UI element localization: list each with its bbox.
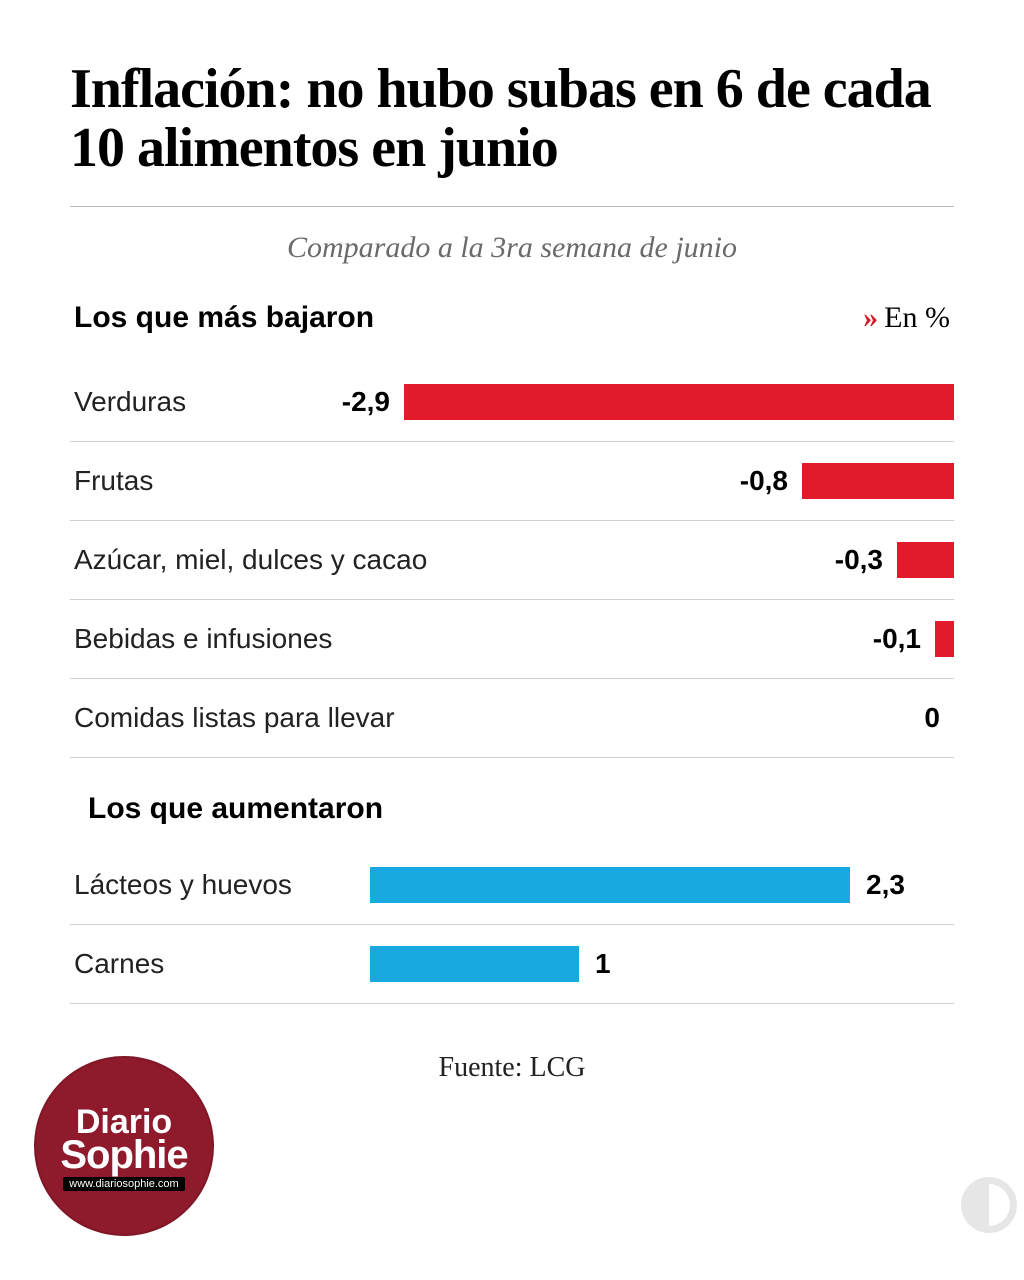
badge-line2: Sophie	[60, 1137, 187, 1173]
row-label: Comidas listas para llevar	[74, 702, 395, 734]
row-label: Carnes	[74, 948, 164, 980]
publisher-badge: Diario Sophie www.diariosophie.com	[34, 1056, 214, 1236]
bar	[897, 542, 954, 578]
row-value: -2,9	[342, 386, 390, 418]
table-row: Comidas listas para llevar 0	[70, 679, 954, 758]
bar	[370, 946, 579, 982]
divider	[70, 206, 954, 207]
table-row: Carnes 1	[70, 925, 954, 1004]
row-value: 1	[595, 948, 611, 980]
source-text: Fuente: LCG	[70, 1052, 954, 1084]
bar	[370, 867, 850, 903]
table-row: Verduras -2,9	[70, 363, 954, 442]
badge-url: www.diariosophie.com	[63, 1177, 184, 1191]
bar	[802, 463, 954, 499]
chevron-right-icon: »	[863, 301, 878, 334]
table-row: Azúcar, miel, dulces y cacao -0,3	[70, 521, 954, 600]
row-value: -0,1	[873, 623, 921, 655]
unit-label: »En %	[863, 301, 950, 335]
infographic-page: Inflación: no hubo subas en 6 de cada 10…	[0, 0, 1024, 1280]
row-label: Lácteos y huevos	[74, 869, 292, 901]
row-value: 0	[924, 702, 940, 734]
row-label: Frutas	[74, 465, 153, 497]
rows-increased: Lácteos y huevos 2,3 Carnes 1	[70, 846, 954, 1004]
rows-decreased: Verduras -2,9 Frutas -0,8 Azúcar, miel, dulc…	[70, 363, 954, 758]
row-label: Azúcar, miel, dulces y cacao	[74, 544, 427, 576]
subtitle: Comparado a la 3ra semana de junio	[70, 231, 954, 265]
table-row: Bebidas e infusiones -0,1	[70, 600, 954, 679]
section-down-label: Los que más bajaron	[74, 301, 374, 335]
row-label: Verduras	[74, 386, 186, 418]
table-row: Frutas -0,8	[70, 442, 954, 521]
section-up-label: Los que aumentaron	[88, 792, 954, 826]
section-header-down: Los que más bajaron »En %	[70, 301, 954, 335]
watermark-icon	[954, 1170, 1024, 1240]
row-value: -0,8	[740, 465, 788, 497]
bar	[935, 621, 954, 657]
row-value: 2,3	[866, 869, 905, 901]
table-row: Lácteos y huevos 2,3	[70, 846, 954, 925]
unit-text: En %	[884, 301, 950, 334]
row-value: -0,3	[835, 544, 883, 576]
page-title: Inflación: no hubo subas en 6 de cada 10…	[70, 60, 954, 178]
bar	[404, 384, 954, 420]
row-label: Bebidas e infusiones	[74, 623, 332, 655]
